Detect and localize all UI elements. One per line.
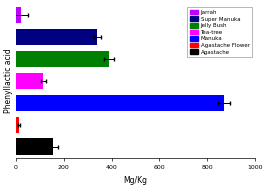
Bar [16, 51, 109, 67]
Bar [16, 73, 44, 89]
Bar [16, 7, 21, 23]
Legend: Jarrah, Super Manuka, Jelly Bush, Tea-tree, Manuka, Agastache Flower, Agastache: Jarrah, Super Manuka, Jelly Bush, Tea-tr… [187, 7, 252, 57]
Bar [16, 139, 53, 155]
Bar [16, 117, 19, 133]
X-axis label: Mg/Kg: Mg/Kg [124, 176, 147, 185]
Bar [16, 95, 224, 111]
Bar [16, 29, 97, 45]
Y-axis label: Phenyllactic acid: Phenyllactic acid [4, 49, 13, 113]
